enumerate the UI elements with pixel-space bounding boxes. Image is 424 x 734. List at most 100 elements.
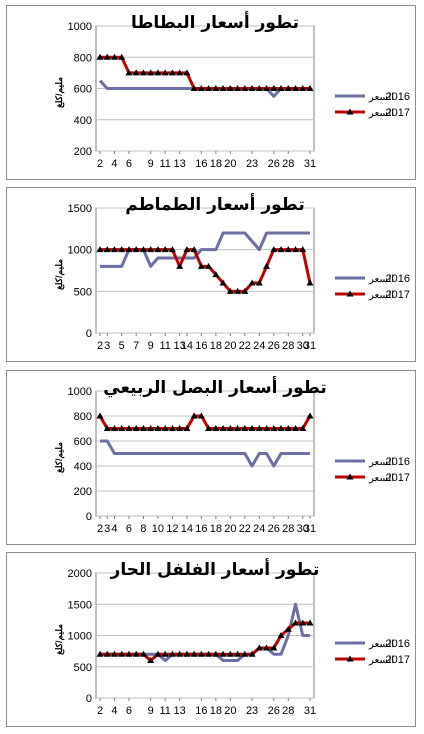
- data-point-2017: [219, 650, 227, 657]
- x-tick-label: 9: [148, 340, 154, 352]
- data-point-2017: [154, 425, 162, 431]
- x-tick-label: 3: [104, 340, 110, 352]
- data-point-2017: [277, 632, 285, 638]
- x-tick-label: 28: [282, 340, 294, 352]
- x-tick-label: 16: [195, 158, 207, 170]
- plot-area: [95, 207, 315, 334]
- data-point-2017: [255, 644, 263, 651]
- data-point-2017: [125, 650, 133, 657]
- data-point-2017: [147, 69, 155, 76]
- chart-panel-tomato: 1500 1000 500 0 2 3 5 7 9 11 13 14 16 18 20 22 24 26 28 30 3…: [6, 187, 416, 362]
- data-point-2017: [132, 425, 140, 431]
- y-tick-label: 1500: [68, 203, 92, 215]
- data-point-2017: [197, 412, 205, 419]
- data-point-2017: [110, 425, 118, 431]
- x-tick-label: 6: [126, 705, 132, 717]
- data-point-2017: [248, 85, 256, 91]
- chart-hot-pepper: 2000 1500 1000 500 02 4 6 9 11 13 16 18 20 23 26 28 31 مل…: [54, 558, 410, 717]
- chart-potato: 1000 800 600 400 200 2 4 6 9 11 13 16 18 20 23 26 28 31 مل…: [54, 11, 410, 170]
- data-point-2017: [277, 246, 285, 253]
- data-point-2017: [299, 246, 307, 253]
- x-tick-label: 7: [133, 340, 139, 352]
- x-tick-label: 3: [104, 523, 110, 535]
- legend-label-2017: السعر: [368, 290, 394, 301]
- data-point-2017: [139, 246, 147, 253]
- x-tick-label: 4: [111, 523, 117, 535]
- x-tick-label: 16: [195, 340, 207, 352]
- data-point-2017: [125, 69, 133, 76]
- data-point-2017: [118, 650, 126, 657]
- data-point-2017: [234, 650, 242, 657]
- data-point-2017: [118, 246, 126, 253]
- data-point-2017: [168, 69, 176, 76]
- y-tick-label: 500: [74, 286, 92, 298]
- x-tick-label: 16: [195, 523, 207, 535]
- data-point-2017: [306, 279, 314, 286]
- x-tick-label: 10: [152, 523, 164, 535]
- y-tick-label: 0: [86, 511, 92, 523]
- data-point-2017: [284, 625, 292, 632]
- legend-marker-2017: [346, 473, 354, 480]
- data-point-2017: [248, 650, 256, 657]
- x-tick-label: 9: [148, 158, 154, 170]
- data-point-2017: [241, 85, 249, 91]
- legend-label-2017: السعر: [368, 655, 394, 666]
- data-point-2017: [103, 53, 111, 60]
- y-tick-label: 2000: [68, 568, 92, 580]
- data-point-2017: [103, 246, 111, 253]
- x-tick-label: 6: [126, 523, 132, 535]
- y-axis-label: مليم/كلغ: [54, 624, 65, 655]
- data-point-2017: [168, 246, 176, 253]
- data-point-2017: [263, 262, 271, 269]
- legend-label-2016: السعر: [368, 92, 394, 103]
- legend-name-2017: 2017: [386, 289, 410, 301]
- data-point-2017: [226, 425, 234, 431]
- data-point-2017: [190, 246, 198, 253]
- y-tick-label: 200: [74, 146, 92, 158]
- x-tick-label: 13: [174, 340, 186, 352]
- x-tick-label: 14: [181, 523, 193, 535]
- data-point-2017: [96, 246, 104, 253]
- y-tick-label: 1500: [68, 599, 92, 611]
- data-point-2017: [183, 69, 191, 76]
- data-point-2017: [284, 425, 292, 431]
- legend-label-2016: السعر: [368, 274, 394, 285]
- data-point-2017: [190, 412, 198, 419]
- data-point-2017: [168, 650, 176, 657]
- data-point-2017: [226, 85, 234, 91]
- x-tick-label: 16: [195, 705, 207, 717]
- data-point-2017: [241, 425, 249, 431]
- data-point-2017: [212, 425, 220, 431]
- data-point-2017: [197, 650, 205, 657]
- data-point-2017: [183, 425, 191, 431]
- legend-marker-2017: [346, 655, 354, 662]
- data-point-2017: [110, 246, 118, 253]
- data-point-2017: [241, 650, 249, 657]
- legend-name-2016: 2016: [386, 456, 410, 468]
- data-point-2017: [197, 85, 205, 91]
- data-point-2017: [205, 85, 213, 91]
- data-point-2017: [299, 425, 307, 431]
- data-point-2017: [161, 69, 169, 76]
- y-tick-label: 1000: [68, 386, 92, 398]
- data-point-2017: [154, 246, 162, 253]
- data-point-2017: [205, 650, 213, 657]
- x-tick-label: 20: [224, 340, 236, 352]
- legend-name-2017: 2017: [386, 472, 410, 484]
- x-tick-label: 26: [268, 705, 280, 717]
- data-point-2017: [212, 271, 220, 278]
- x-tick-label: 20: [224, 523, 236, 535]
- data-point-2017: [205, 425, 213, 431]
- legend-name-2017: 2017: [386, 654, 410, 666]
- legend-name-2017: 2017: [386, 107, 410, 119]
- data-point-2017: [161, 650, 169, 657]
- data-point-2017: [284, 246, 292, 253]
- data-point-2017: [292, 246, 300, 253]
- chart-title: تطور أسعار البطاطا: [131, 11, 299, 33]
- data-point-2017: [96, 412, 104, 419]
- chart-panel-hot-pepper: 2000 1500 1000 500 0 2 4 6 9 11 13 16 18 20 23 26 28 31 مل…: [6, 552, 416, 727]
- data-point-2017: [248, 425, 256, 431]
- x-tick-label: 11: [159, 158, 170, 170]
- x-tick-label: 11: [159, 705, 170, 717]
- data-point-2017: [176, 425, 184, 431]
